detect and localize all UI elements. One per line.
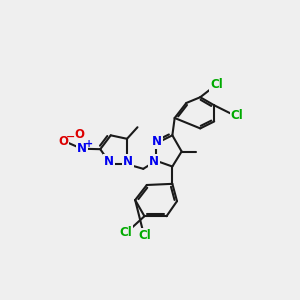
Text: N: N (152, 135, 162, 148)
Text: N: N (123, 155, 133, 168)
Text: O: O (74, 128, 84, 141)
Text: Cl: Cl (231, 109, 243, 122)
Text: Cl: Cl (210, 77, 223, 91)
Text: N: N (149, 155, 159, 168)
Text: O: O (58, 135, 68, 148)
Text: Cl: Cl (138, 229, 151, 242)
Text: Cl: Cl (119, 226, 132, 239)
Text: N: N (104, 155, 114, 168)
Text: +: + (85, 139, 93, 149)
Text: −: − (66, 132, 75, 142)
Text: N: N (77, 142, 87, 155)
